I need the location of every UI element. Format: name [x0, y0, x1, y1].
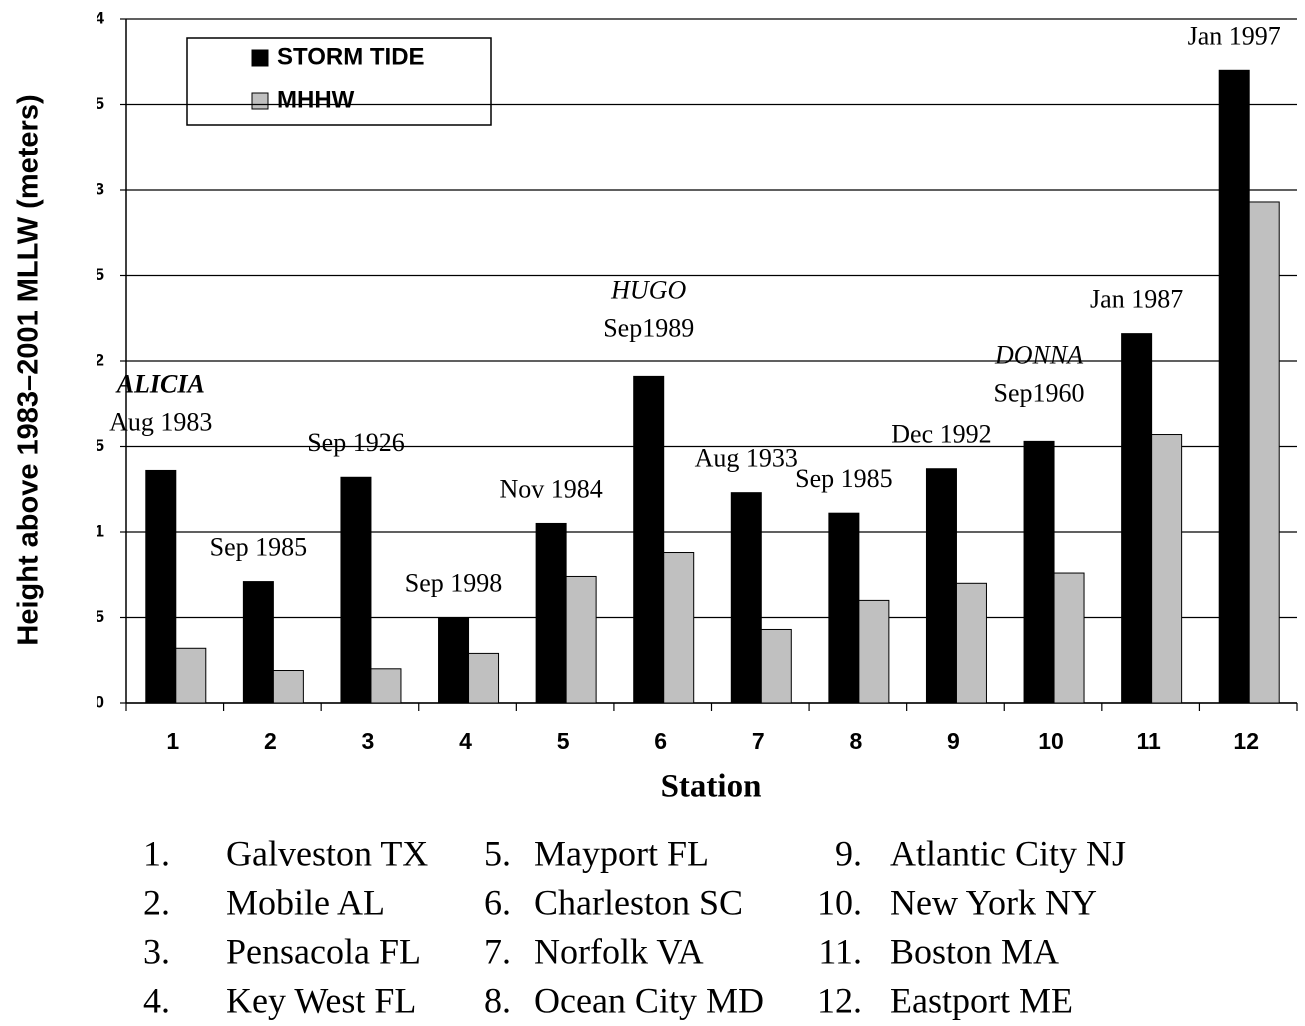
bar — [730, 492, 762, 704]
bar — [1023, 440, 1055, 704]
x-tick-label: 8 — [849, 728, 862, 754]
station-key: 4. — [143, 980, 170, 1020]
bar — [242, 581, 274, 704]
station-name: Boston MA — [890, 931, 1059, 971]
y-tick-label: 1 — [95, 521, 104, 540]
bar — [565, 575, 597, 704]
event-date: Nov 1984 — [499, 474, 602, 503]
x-axis-title: Station — [661, 769, 762, 805]
bar — [1053, 572, 1085, 704]
x-tick-label: 3 — [362, 728, 375, 754]
event-date: Sep 1985 — [795, 464, 893, 493]
bar — [145, 469, 177, 704]
event-name: DONNA — [994, 340, 1083, 369]
bar — [1151, 434, 1183, 704]
station-key: 1. — [143, 833, 170, 873]
bar — [828, 512, 860, 704]
station-key: 5. — [484, 833, 511, 873]
bar — [370, 668, 402, 704]
station-name: Eastport ME — [890, 980, 1073, 1020]
x-tick-label: 12 — [1233, 728, 1259, 754]
x-tick-label: 1 — [166, 728, 179, 754]
legend-swatch — [251, 49, 269, 67]
x-tick-label: 9 — [947, 728, 960, 754]
station-key: 10. — [817, 882, 862, 922]
event-date: Sep 1985 — [210, 533, 308, 562]
y-tick-label: 2 — [95, 350, 104, 369]
y-tick-label: 0.5 — [80, 607, 104, 626]
station-name: Charleston SC — [534, 882, 743, 922]
x-tick-label: 7 — [752, 728, 765, 754]
event-date: Aug 1983 — [109, 407, 212, 436]
legend-swatch — [251, 92, 269, 110]
event-date: Jan 1997 — [1188, 21, 1281, 50]
station-name: Pensacola FL — [226, 931, 421, 971]
bar — [663, 552, 695, 704]
y-tick-label: 3.5 — [80, 94, 104, 113]
x-tick-label: 6 — [654, 728, 667, 754]
x-tick-label: 11 — [1136, 728, 1161, 754]
bar — [272, 670, 304, 704]
event-name: ALICIA — [115, 369, 205, 398]
x-tick-label: 2 — [264, 728, 277, 754]
bar — [175, 647, 207, 704]
y-tick-label: 3 — [95, 179, 104, 198]
event-date: Sep1989 — [603, 313, 694, 342]
station-key: 11. — [818, 931, 862, 971]
event-date: Dec 1992 — [891, 420, 991, 449]
bar — [925, 468, 957, 704]
station-key: 12. — [817, 980, 862, 1020]
station-name: Key West FL — [226, 980, 416, 1020]
bar — [1248, 201, 1280, 704]
legend-label: STORM TIDE — [277, 43, 425, 70]
x-tick-label: 4 — [459, 728, 472, 754]
bar — [760, 628, 792, 704]
event-date: Sep1960 — [994, 378, 1085, 407]
station-name: Mobile AL — [226, 882, 385, 922]
station-name: Norfolk VA — [534, 931, 704, 971]
station-key: 9. — [835, 833, 862, 873]
y-tick-label: 2.5 — [80, 265, 104, 284]
bar — [535, 522, 567, 704]
y-tick-labels: 0 0.5 1 1.5 2 2.5 3 3.5 4 — [80, 8, 105, 711]
event-name: HUGO — [610, 275, 686, 304]
bar — [1121, 333, 1153, 704]
station-name: Galveston TX — [226, 833, 428, 873]
station-name: New York NY — [890, 882, 1097, 922]
y-tick-label: 1.5 — [80, 436, 104, 455]
bar — [438, 617, 470, 704]
y-axis-title: Height above 1983–2001 MLLW (meters) — [13, 94, 45, 645]
x-tick-label: 10 — [1038, 728, 1064, 754]
bar — [468, 652, 500, 704]
event-date: Jan 1987 — [1090, 285, 1183, 314]
bar — [955, 582, 987, 704]
event-date: Sep 1998 — [405, 568, 503, 597]
bar — [633, 375, 665, 704]
event-date: Sep 1926 — [307, 428, 405, 457]
y-tick-label: 4 — [95, 8, 105, 27]
x-tick-label: 5 — [557, 728, 570, 754]
station-key: 3. — [143, 931, 170, 971]
legend-label: MHHW — [277, 86, 355, 113]
bar — [340, 476, 372, 704]
legend-box — [186, 37, 492, 126]
station-key: 7. — [484, 931, 511, 971]
station-name: Ocean City MD — [534, 980, 764, 1020]
legend: STORM TIDE MHHW — [186, 37, 492, 126]
station-name: Atlantic City NJ — [890, 833, 1126, 873]
y-tick-label: 0 — [95, 692, 104, 711]
station-key: 8. — [484, 980, 511, 1020]
station-key: 6. — [484, 882, 511, 922]
bar — [858, 599, 890, 704]
event-date: Aug 1933 — [695, 444, 798, 473]
station-name: Mayport FL — [534, 833, 709, 873]
bar — [1218, 69, 1250, 704]
station-key: 2. — [143, 882, 170, 922]
